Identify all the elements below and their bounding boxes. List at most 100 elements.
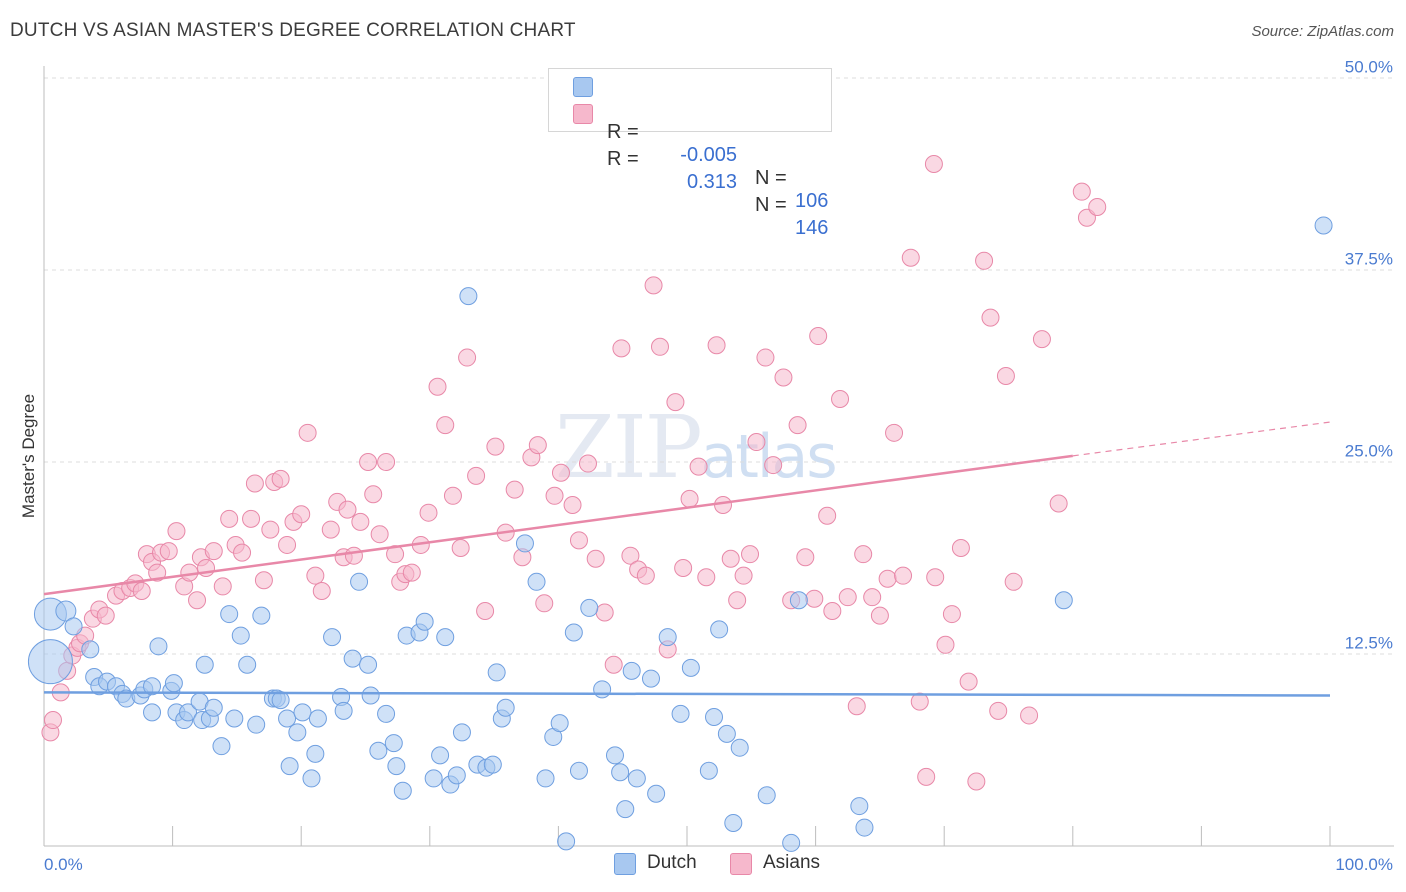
asians-point bbox=[569, 531, 588, 550]
asians-point bbox=[734, 566, 753, 585]
dutch-point bbox=[855, 818, 874, 837]
asians-point bbox=[674, 558, 693, 577]
asians-point bbox=[951, 539, 970, 558]
dutch-point bbox=[699, 761, 718, 780]
dutch-point bbox=[361, 686, 380, 705]
asians-point bbox=[44, 711, 63, 730]
legend-n-label: N = bbox=[755, 167, 787, 189]
dutch-point bbox=[730, 738, 749, 757]
asians-point bbox=[242, 509, 261, 528]
asians-point bbox=[458, 348, 477, 367]
asians-point bbox=[967, 772, 986, 791]
dutch-point bbox=[288, 723, 307, 742]
asians-point bbox=[321, 520, 340, 539]
dutch-point bbox=[611, 763, 630, 782]
dutch-point bbox=[81, 640, 100, 659]
dutch-point bbox=[302, 769, 321, 788]
dutch-point bbox=[483, 755, 502, 774]
dutch-point bbox=[350, 572, 369, 591]
legend-r-value: -0.005 bbox=[680, 144, 737, 166]
asians-point bbox=[545, 486, 564, 505]
chart-title: DUTCH VS ASIAN MASTER'S DEGREE CORRELATI… bbox=[10, 20, 576, 41]
dutch-point bbox=[622, 661, 641, 680]
dutch-point bbox=[1314, 216, 1333, 235]
asians-point bbox=[644, 276, 663, 295]
asians-point bbox=[870, 606, 889, 625]
asians-point bbox=[377, 453, 396, 471]
dutch-point bbox=[616, 800, 635, 819]
dutch-point bbox=[850, 797, 869, 816]
legend-n-value: 146 bbox=[795, 217, 829, 239]
dutch-point bbox=[705, 707, 724, 726]
x-tick-label: 0.0% bbox=[44, 855, 83, 874]
dutch-point bbox=[527, 572, 546, 591]
dutch-point bbox=[447, 766, 466, 785]
dutch-point bbox=[247, 715, 266, 734]
asians-point bbox=[233, 543, 252, 562]
source-label: Source: ZipAtlas.com bbox=[1251, 23, 1394, 40]
dutch-point bbox=[641, 669, 660, 688]
asians-point bbox=[1020, 706, 1039, 725]
asians-point bbox=[650, 337, 669, 356]
dutch-point bbox=[452, 723, 471, 742]
axes bbox=[43, 66, 1394, 847]
asians-point bbox=[167, 522, 186, 541]
asians-point bbox=[1004, 572, 1023, 591]
dutch-point bbox=[593, 680, 612, 699]
asians-point bbox=[344, 546, 363, 565]
dutch-point bbox=[387, 757, 406, 776]
asians-point bbox=[312, 582, 331, 601]
asians-point bbox=[666, 393, 685, 412]
asians-point bbox=[878, 569, 897, 588]
y-tick-label: 12.5% bbox=[1345, 633, 1393, 652]
asians-point bbox=[996, 366, 1015, 385]
dutch-point bbox=[436, 628, 455, 647]
asians-point bbox=[292, 505, 311, 524]
legend-r-label: R = bbox=[607, 121, 639, 143]
legend-swatch-dutch bbox=[614, 853, 636, 875]
dutch-point bbox=[710, 620, 729, 639]
asians-point bbox=[338, 500, 357, 519]
dutch-point bbox=[569, 761, 588, 780]
y-tick-label: 37.5% bbox=[1345, 249, 1393, 268]
asians-point bbox=[612, 339, 631, 358]
dutch-point bbox=[782, 833, 801, 852]
dutch-point bbox=[149, 637, 168, 656]
asians-point bbox=[578, 454, 597, 473]
asians-point bbox=[788, 416, 807, 435]
dutch-point bbox=[658, 628, 677, 647]
asians-point bbox=[436, 416, 455, 435]
asians-point bbox=[636, 566, 655, 585]
asians-point bbox=[689, 457, 708, 476]
dutch-point bbox=[334, 701, 353, 720]
dutch-point bbox=[384, 734, 403, 753]
dutch-point bbox=[220, 605, 239, 624]
legend-n-label: N = bbox=[755, 194, 787, 216]
asians-point bbox=[796, 548, 815, 567]
series-asians bbox=[41, 155, 1107, 791]
asians-point bbox=[989, 701, 1008, 720]
asians-point bbox=[351, 512, 370, 531]
asians-point bbox=[936, 635, 955, 654]
legend-swatch-asians bbox=[573, 104, 593, 124]
dutch-point bbox=[179, 703, 198, 722]
dutch-point bbox=[359, 655, 378, 674]
watermark-zip: ZIP bbox=[555, 398, 703, 498]
asians-point bbox=[370, 525, 389, 544]
asians-point bbox=[809, 327, 828, 346]
dutch-point bbox=[717, 724, 736, 743]
dutch-point bbox=[143, 677, 162, 696]
legend-swatch-asians bbox=[730, 853, 752, 875]
dutch-point bbox=[393, 781, 412, 800]
asians-point bbox=[402, 563, 421, 582]
asians-point bbox=[854, 545, 873, 564]
asians-point bbox=[96, 606, 115, 625]
asians-point bbox=[721, 549, 740, 568]
asians-point bbox=[621, 546, 640, 565]
asians-point bbox=[486, 437, 505, 456]
watermark-atlas: atlas bbox=[700, 422, 838, 492]
dutch-point bbox=[195, 655, 214, 674]
asians-point bbox=[213, 577, 232, 596]
asians-point bbox=[132, 582, 151, 601]
dutch-point bbox=[515, 534, 534, 553]
